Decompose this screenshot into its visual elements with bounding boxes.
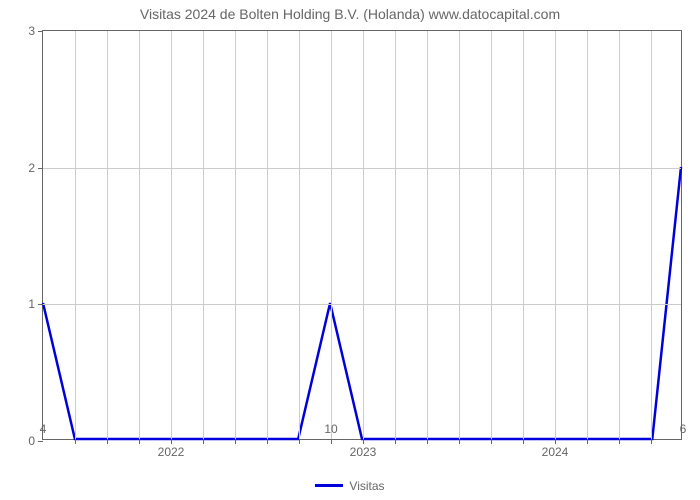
x-tick-mark bbox=[427, 439, 428, 444]
x-tick-mark bbox=[235, 439, 236, 444]
grid-vline bbox=[651, 31, 652, 439]
grid-hline bbox=[43, 304, 681, 305]
x-tick-mark bbox=[267, 439, 268, 444]
y-tick-mark bbox=[38, 304, 43, 305]
grid-hline bbox=[43, 168, 681, 169]
grid-vline bbox=[491, 31, 492, 439]
grid-vline bbox=[75, 31, 76, 439]
x-tick-mark bbox=[459, 439, 460, 444]
plot-area: 01232022202320244106 bbox=[42, 30, 682, 440]
grid-vline bbox=[427, 31, 428, 439]
grid-vline bbox=[555, 31, 556, 439]
grid-vline bbox=[587, 31, 588, 439]
x-tick-mark bbox=[107, 439, 108, 444]
legend-swatch bbox=[315, 484, 343, 487]
grid-vline bbox=[459, 31, 460, 439]
grid-vline bbox=[139, 31, 140, 439]
grid-vline bbox=[331, 31, 332, 439]
x-tick-label: 2023 bbox=[350, 439, 377, 459]
legend: Visitas bbox=[0, 478, 700, 493]
grid-vline bbox=[395, 31, 396, 439]
x-tick-mark bbox=[203, 439, 204, 444]
x-tick-mark bbox=[75, 439, 76, 444]
x-tick-mark bbox=[523, 439, 524, 444]
grid-vline bbox=[363, 31, 364, 439]
y-tick-mark bbox=[38, 168, 43, 169]
grid-vline bbox=[107, 31, 108, 439]
grid-vline bbox=[619, 31, 620, 439]
x-tick-mark bbox=[491, 439, 492, 444]
grid-vline bbox=[267, 31, 268, 439]
secondary-x-label: 6 bbox=[680, 416, 687, 436]
chart-container: Visitas 2024 de Bolten Holding B.V. (Hol… bbox=[0, 0, 700, 500]
secondary-x-label: 4 bbox=[40, 416, 47, 436]
grid-vline bbox=[523, 31, 524, 439]
x-tick-mark bbox=[139, 439, 140, 444]
grid-vline bbox=[299, 31, 300, 439]
x-tick-mark bbox=[651, 439, 652, 444]
x-tick-label: 2024 bbox=[542, 439, 569, 459]
x-tick-mark bbox=[587, 439, 588, 444]
legend-label: Visitas bbox=[349, 479, 384, 493]
secondary-x-label: 10 bbox=[324, 416, 337, 436]
x-tick-mark bbox=[299, 439, 300, 444]
chart-title: Visitas 2024 de Bolten Holding B.V. (Hol… bbox=[0, 6, 700, 22]
x-tick-label: 2022 bbox=[158, 439, 185, 459]
grid-vline bbox=[171, 31, 172, 439]
x-tick-mark bbox=[619, 439, 620, 444]
grid-vline bbox=[203, 31, 204, 439]
y-tick-mark bbox=[38, 31, 43, 32]
grid-vline bbox=[235, 31, 236, 439]
y-tick-mark bbox=[38, 441, 43, 442]
x-tick-mark bbox=[331, 439, 332, 444]
x-tick-mark bbox=[395, 439, 396, 444]
